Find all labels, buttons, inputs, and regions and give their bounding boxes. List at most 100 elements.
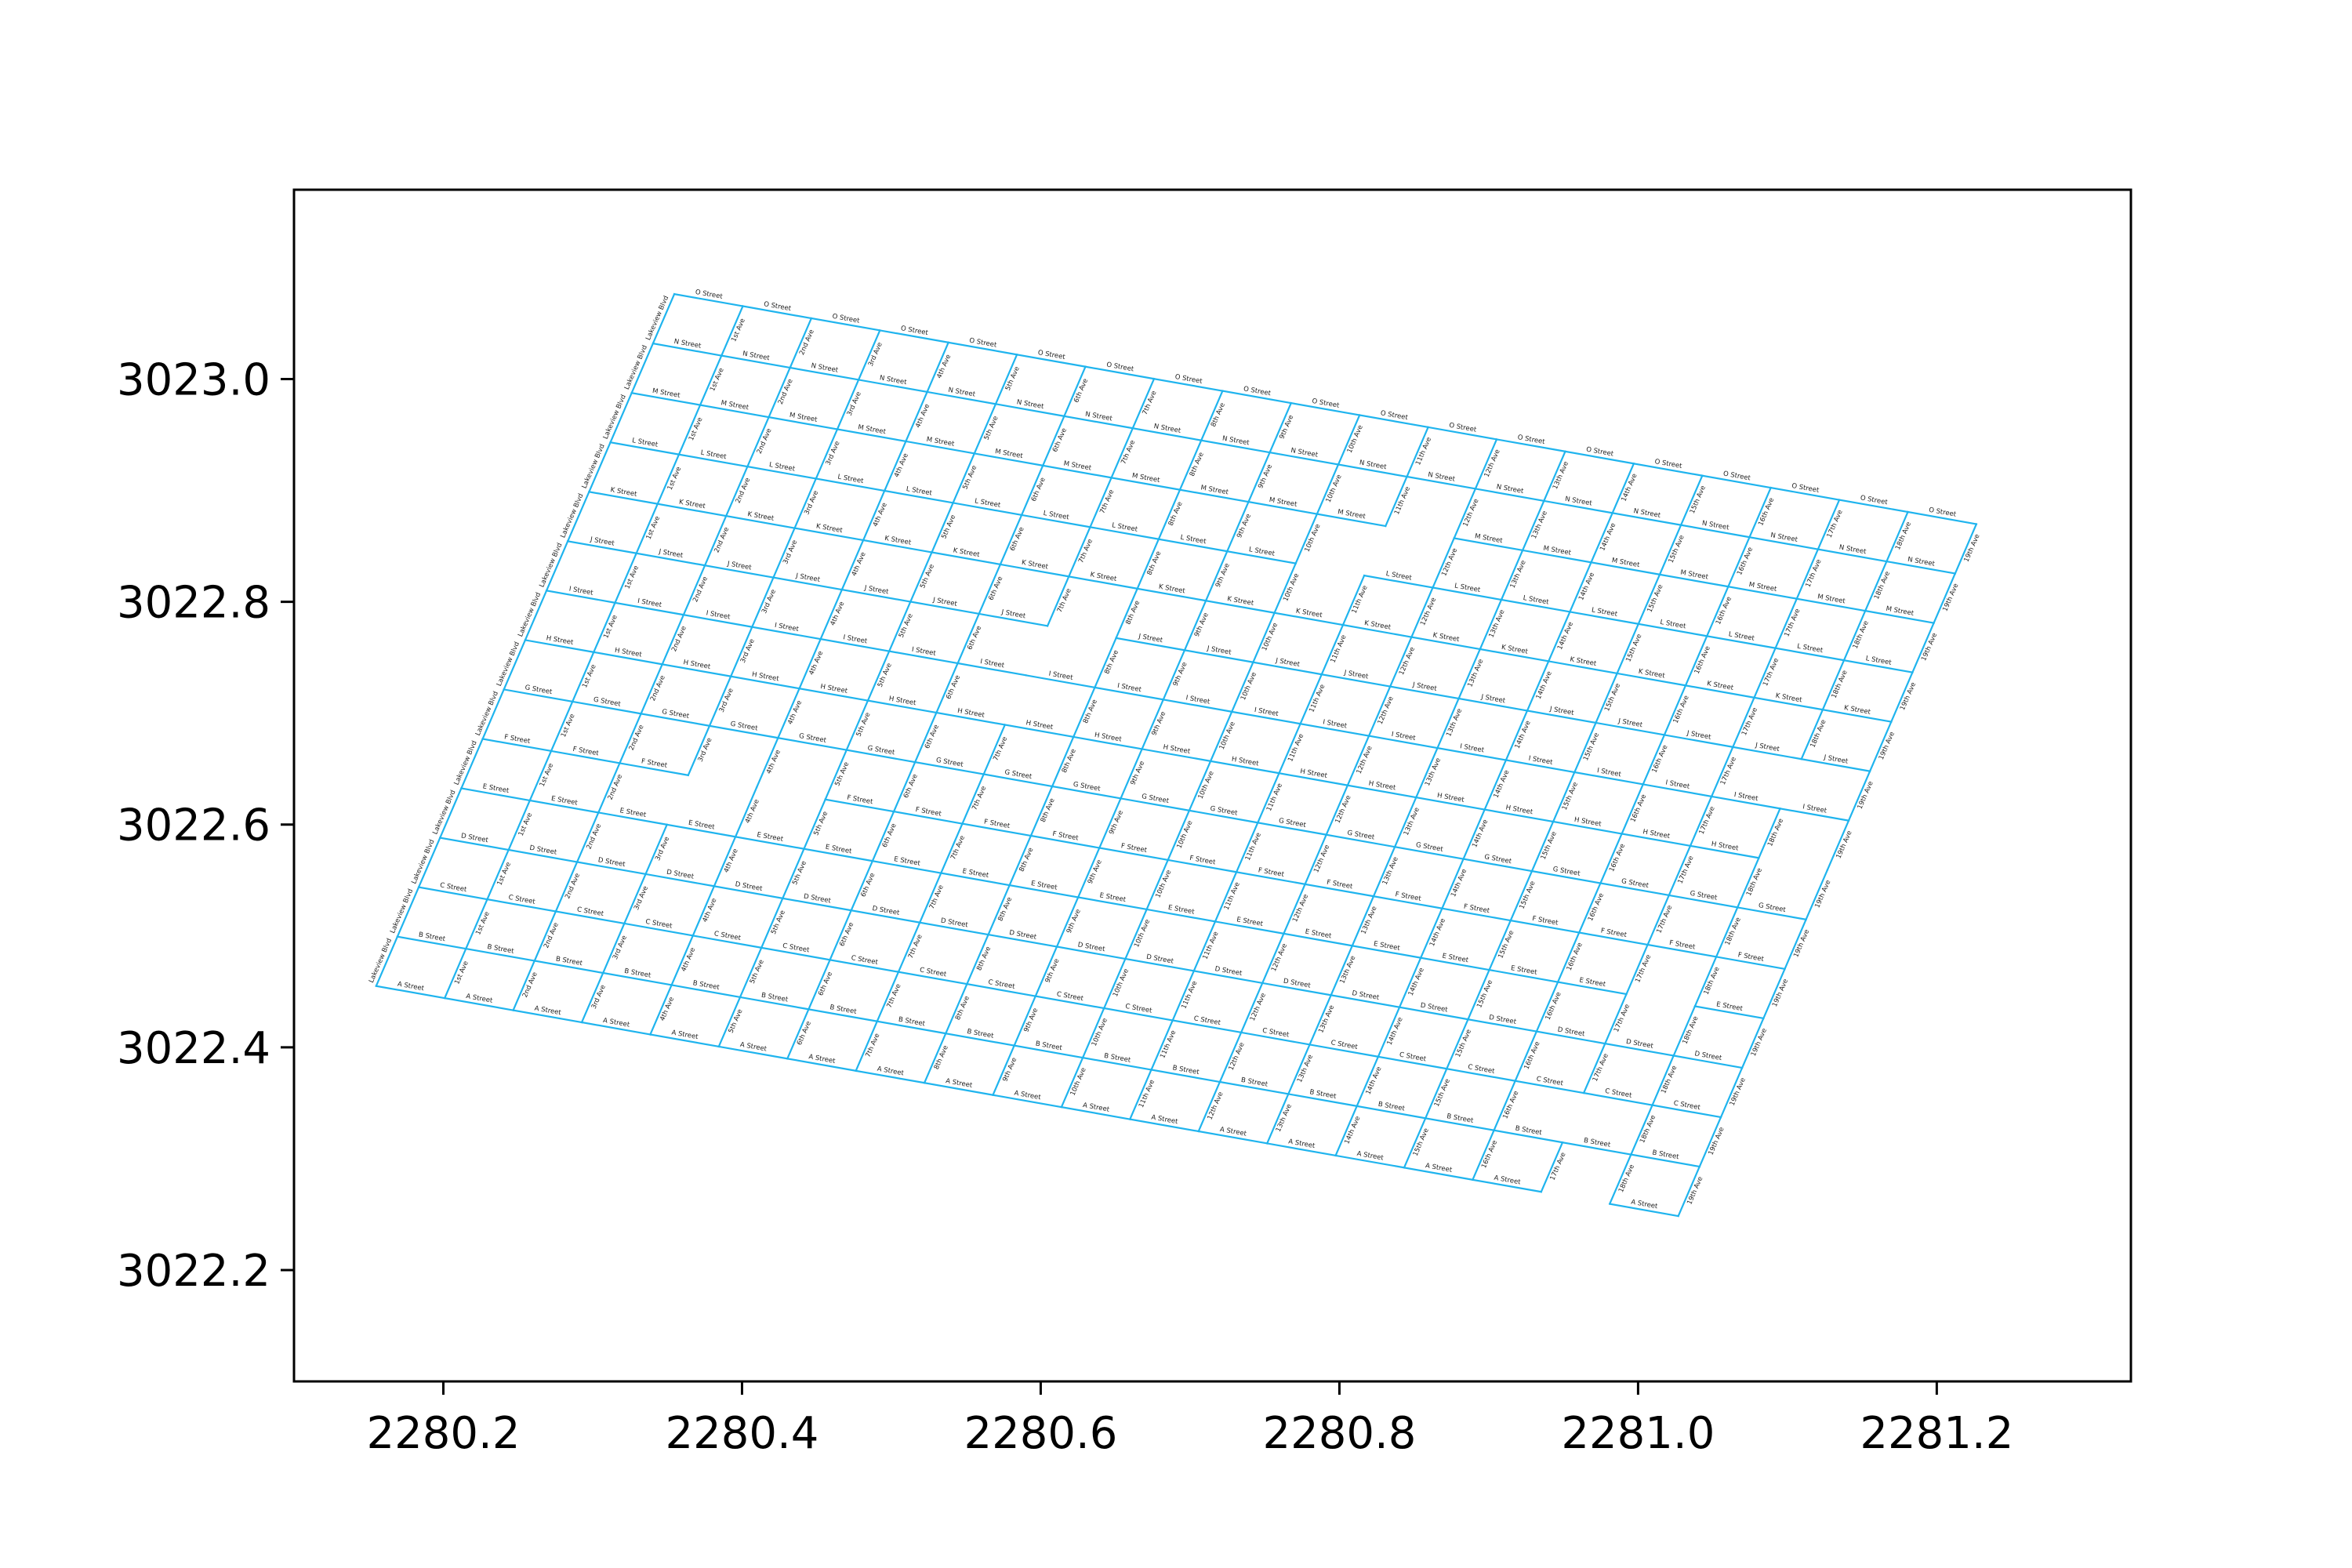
avenue-segment	[1530, 820, 1555, 873]
street-segment	[1582, 1091, 1653, 1106]
avenue-segment	[1672, 1005, 1697, 1057]
street-segment	[1432, 586, 1503, 601]
avenue-segment	[1424, 1067, 1448, 1120]
avenue-segment	[840, 539, 865, 591]
street-segment	[1774, 647, 1846, 662]
avenue-segment	[1547, 610, 1571, 662]
street-segment	[1705, 635, 1777, 649]
street-segment	[465, 947, 536, 962]
street-segment	[1599, 882, 1671, 897]
avenue-segment	[729, 626, 753, 678]
avenue-segment	[1398, 956, 1422, 1009]
avenue-segment	[883, 440, 907, 492]
street-segment	[1084, 365, 1156, 380]
street-segment	[897, 971, 968, 985]
avenue-segment	[1320, 623, 1345, 676]
street-segment	[1779, 808, 1850, 822]
street-segment	[1795, 597, 1867, 612]
avenue-segment	[772, 527, 797, 579]
street-segment	[883, 489, 954, 504]
street-segment	[1679, 524, 1751, 539]
street-segment	[1817, 548, 1888, 563]
street-segment	[1351, 945, 1422, 959]
street-segment	[1577, 931, 1649, 946]
avenue-segment	[1658, 524, 1682, 576]
avenue-segment	[618, 712, 643, 764]
street-segment	[670, 984, 742, 999]
street-segment	[614, 601, 685, 616]
street-segment	[876, 1020, 947, 1035]
street-segment	[1388, 685, 1460, 700]
street-segment	[1110, 477, 1181, 491]
street-segment	[443, 996, 514, 1011]
street-segment	[1543, 499, 1613, 514]
avenue-segment	[952, 452, 976, 504]
street-segment	[1337, 463, 1408, 478]
street-segment	[1393, 845, 1465, 860]
avenue-segment	[1556, 931, 1581, 984]
avenue-segment	[1847, 770, 1871, 822]
avenue-segment	[1467, 968, 1491, 1021]
avenue-segment	[1299, 673, 1323, 725]
street-segment	[1736, 906, 1807, 921]
avenue-segment	[1157, 488, 1181, 541]
street-segment	[1290, 401, 1361, 416]
street-segment	[1178, 488, 1250, 503]
street-segment	[1081, 1056, 1152, 1071]
street-segment	[1167, 858, 1238, 873]
avenue-segment	[1726, 535, 1751, 588]
boulevard-segment	[609, 391, 633, 444]
avenue-segment	[528, 750, 553, 802]
avenue-segment	[1162, 648, 1186, 701]
avenue-segment	[1167, 809, 1191, 862]
avenue-segment	[1419, 907, 1443, 960]
avenue-segment	[1668, 844, 1692, 897]
street-segment	[857, 379, 928, 394]
street-segment	[486, 898, 557, 913]
avenue-segment	[862, 489, 886, 542]
avenue-segment	[1230, 661, 1254, 713]
street-segment	[1556, 981, 1628, 996]
street-segment	[1304, 883, 1375, 898]
street-segment	[1129, 1118, 1200, 1133]
street-segment	[793, 527, 865, 542]
avenue-segment	[746, 416, 771, 468]
street-segment	[1218, 1080, 1290, 1095]
avenue-segment	[1046, 575, 1070, 627]
avenue-segment	[1013, 995, 1037, 1047]
avenue-segment	[1933, 572, 1957, 625]
avenue-segment	[1573, 721, 1597, 774]
x-tick-label: 2280.8	[1262, 1408, 1416, 1459]
street-segment	[1124, 957, 1196, 972]
avenue-segment	[1041, 415, 1065, 467]
avenue-segment	[876, 971, 900, 1023]
avenue-segment	[939, 822, 964, 875]
street-segment	[746, 465, 818, 480]
avenue-segment	[1410, 586, 1434, 639]
avenue-segment	[1479, 598, 1503, 651]
street-segment	[601, 971, 673, 986]
avenue-segment	[1710, 746, 1734, 798]
street-segment	[931, 551, 1002, 566]
avenue-segment	[850, 859, 874, 912]
street-segment	[1240, 1031, 1311, 1046]
avenue-segment	[550, 700, 574, 753]
street-segment	[640, 713, 711, 728]
street-segment	[661, 663, 732, 677]
street-segment	[1403, 1167, 1474, 1181]
avenue-segment	[1736, 856, 1760, 909]
boulevard-segment	[481, 688, 506, 740]
street-segment	[1013, 1044, 1084, 1059]
avenue-segment	[760, 897, 784, 949]
avenue-segment	[1552, 771, 1576, 823]
street-segment	[982, 773, 1054, 788]
avenue-segment	[1719, 1066, 1744, 1119]
avenue-segment	[592, 601, 616, 654]
street-segment	[1098, 847, 1169, 862]
avenue-segment	[1817, 499, 1841, 551]
street-segment	[652, 342, 723, 357]
street-segment	[947, 341, 1018, 356]
street-segment	[1235, 871, 1306, 886]
street-segment	[1474, 488, 1545, 503]
boulevard-segment	[459, 738, 485, 789]
